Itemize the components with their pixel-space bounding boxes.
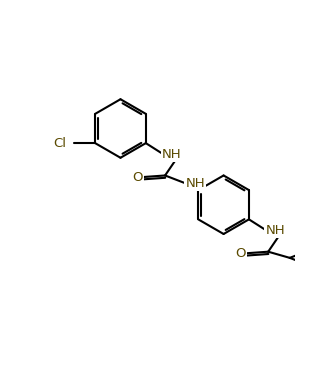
Text: O: O [235,247,246,260]
Text: NH: NH [162,148,182,161]
Text: NH: NH [185,177,205,191]
Text: Cl: Cl [53,137,66,150]
Text: NH: NH [265,224,285,237]
Text: O: O [132,170,142,184]
